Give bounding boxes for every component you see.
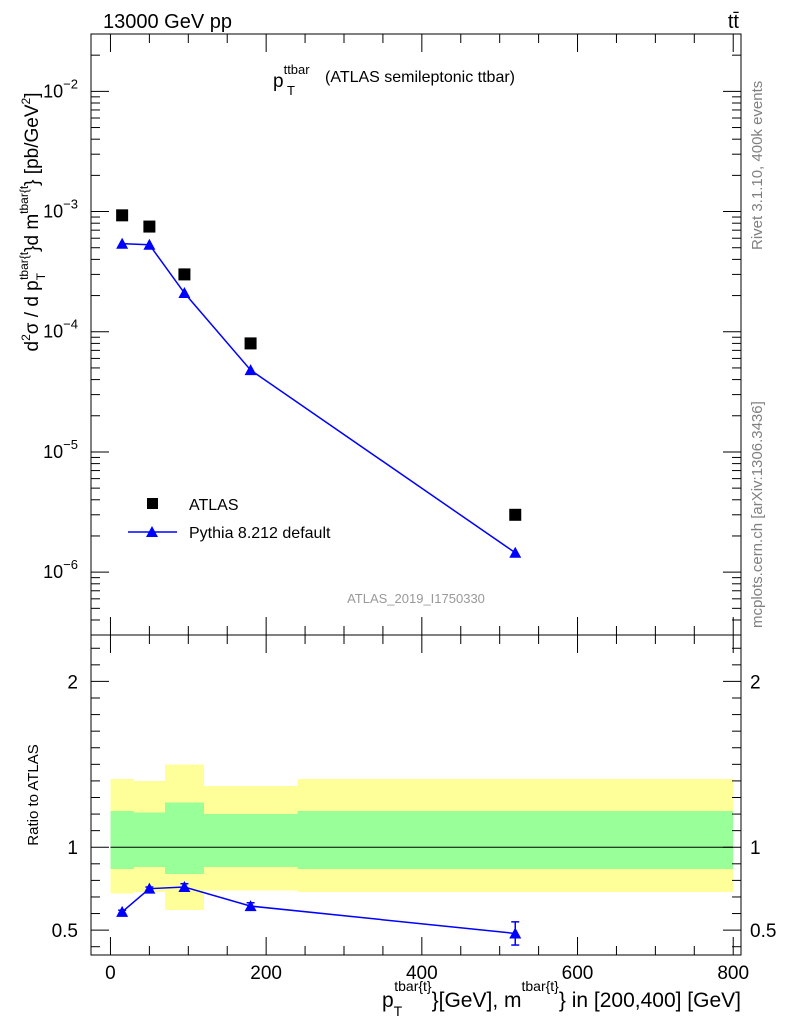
pythia-data-point [178, 287, 191, 299]
energy-label: 13000 GeV pp [103, 11, 232, 33]
ratio-y-tick-label-left: 1 [67, 838, 78, 859]
ratio-x-tick-label: 400 [406, 963, 438, 984]
legend: ATLAS Pythia 8.212 default [128, 497, 331, 542]
main-plot-content [116, 209, 522, 558]
legend-atlas-marker [147, 498, 158, 509]
main-y-axis-label: d2σ / d pTtbar{t}d mtbar{t} [pb/GeV2] [17, 93, 48, 352]
atlas-data-point [116, 209, 129, 222]
plot-title: pttbar [273, 62, 310, 92]
ratio-x-tick-label: 200 [250, 963, 282, 984]
ratio-green-band [203, 814, 298, 868]
ratio-pythia-point [244, 900, 257, 912]
main-y-tick-label: 10−2 [43, 76, 78, 101]
main-x-ticks [109, 34, 734, 635]
plot-title-sup: ttbar [284, 62, 311, 77]
ratio-y-tick-label-left: 0.5 [52, 921, 78, 942]
ratio-x-ticks: 0 200 400 600 800 [105, 635, 749, 984]
atlas-data-point [244, 337, 257, 350]
atlas-data-point [143, 220, 156, 233]
ratio-x-tick-label: 800 [717, 963, 749, 984]
main-y-tick-label: 10−4 [43, 317, 78, 342]
ratio-y-tick-label-right: 1 [750, 838, 761, 859]
mcplots-label: mcplots.cern.ch [arXiv:1306.3436] [749, 401, 766, 628]
ratio-green-band [133, 812, 165, 868]
analysis-id: ATLAS_2019_I1750330 [347, 591, 485, 606]
legend-pythia-marker [146, 526, 158, 537]
ratio-x-tick-label: 0 [105, 963, 116, 984]
atlas-data-point [178, 268, 191, 281]
ratio-pythia-point [116, 905, 129, 917]
ratio-y-axis-label: Ratio to ATLAS [25, 744, 42, 845]
ratio-green-band [110, 810, 134, 869]
pythia-line [122, 242, 516, 554]
legend-pythia-label: Pythia 8.212 default [189, 525, 331, 542]
plot-title-rest: (ATLAS semileptonic ttbar) [325, 69, 515, 86]
atlas-data-point [509, 508, 522, 521]
ratio-green-band [297, 810, 734, 869]
pythia-data-point [143, 238, 156, 250]
main-y-tick-label: 10−5 [43, 437, 78, 462]
ratio-y-ticks: 0.5 0.5 1 1 2 2 [52, 647, 776, 948]
ratio-x-tick-label: 600 [562, 963, 594, 984]
ratio-y-tick-label-left: 2 [67, 672, 78, 693]
legend-atlas-label: ATLAS [189, 497, 239, 514]
x-axis-label: pTtbar{t}}[GeV], mtbar{t}} in [200,400] … [382, 978, 741, 1019]
plot-title-main: p [273, 71, 284, 92]
ratio-plot-panel: 0.5 0.51 12 2 0 200 400 600 800 Ratio to ATLAS … [25, 634, 776, 1019]
ratio-pythia-point [143, 882, 156, 894]
process-label: tt̄ [728, 11, 740, 33]
ratio-y-tick-label-right: 0.5 [750, 921, 776, 942]
ratio-pythia-point [178, 881, 191, 893]
main-plot-panel: 10−6 10−5 10−4 10−3 10−2 pttbar T (ATLAS sem… [17, 33, 742, 636]
main-y-tick-label: 10−6 [43, 557, 78, 582]
main-y-tick-label: 10−3 [43, 197, 78, 222]
ratio-pythia-point [509, 927, 522, 939]
pythia-data-point [244, 364, 257, 376]
main-y-ticks: 10−6 10−5 10−4 10−3 10−2 [43, 33, 741, 636]
ratio-plot-frame [90, 634, 742, 956]
rivet-version-label: Rivet 3.1.10, 400k events [749, 81, 766, 250]
pythia-data-point [509, 546, 522, 558]
ratio-y-tick-label-right: 2 [750, 672, 761, 693]
pythia-data-point [116, 237, 129, 249]
ratio-green-band [164, 802, 204, 874]
main-plot-frame [90, 33, 742, 636]
plot-title-sub: T [287, 83, 295, 98]
ratio-plot-content [110, 764, 734, 946]
